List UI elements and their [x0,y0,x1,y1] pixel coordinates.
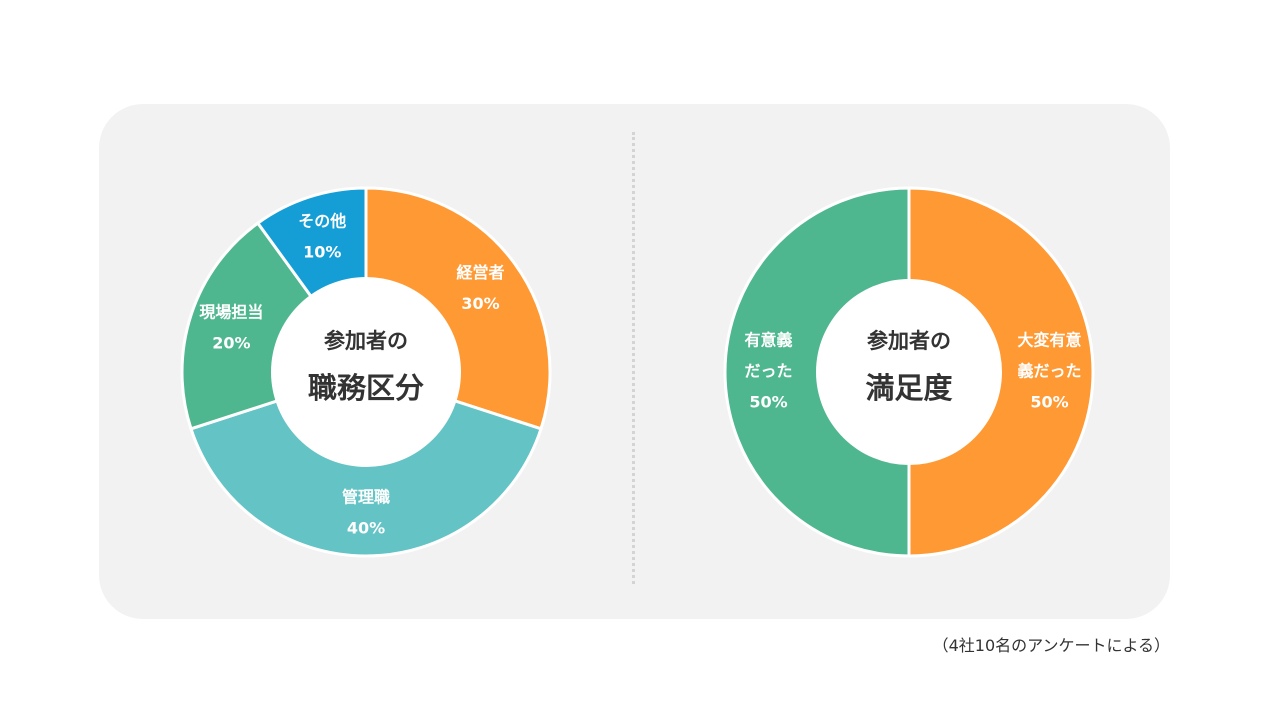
slice-label-satisfaction-1-1: だった [744,362,792,381]
slice-percent-satisfaction-1: 50% [749,393,787,412]
slice-percent-role-3: 10% [303,242,341,261]
center-title-line2-role: 職務区分 [308,371,424,405]
slice-percent-role-2: 20% [212,333,250,352]
donut-hole-satisfaction [816,279,1002,465]
center-title-line2-satisfaction: 満足度 [865,371,952,405]
slice-label-role-0-0: 経営者 [456,263,504,282]
slice-percent-role-0: 30% [461,294,499,313]
slice-label-satisfaction-0-1: 義だった [1017,362,1081,381]
slice-percent-satisfaction-0: 50% [1030,393,1068,412]
slice-percent-role-1: 40% [347,519,385,538]
center-title-line1-role: 参加者の [324,329,408,353]
slice-label-role-3-0: その他 [298,211,346,230]
slice-label-role-1-0: 管理職 [342,488,390,507]
slice-label-role-2-0: 現場担当 [199,302,263,321]
footnote: （4社10名のアンケートによる） [932,636,1170,655]
panel-divider [632,132,635,584]
slice-label-satisfaction-1-0: 有意義 [744,331,792,350]
slice-label-satisfaction-0-0: 大変有意 [1017,331,1081,350]
center-title-line1-satisfaction: 参加者の [867,329,951,353]
donut-hole-role [271,277,461,467]
